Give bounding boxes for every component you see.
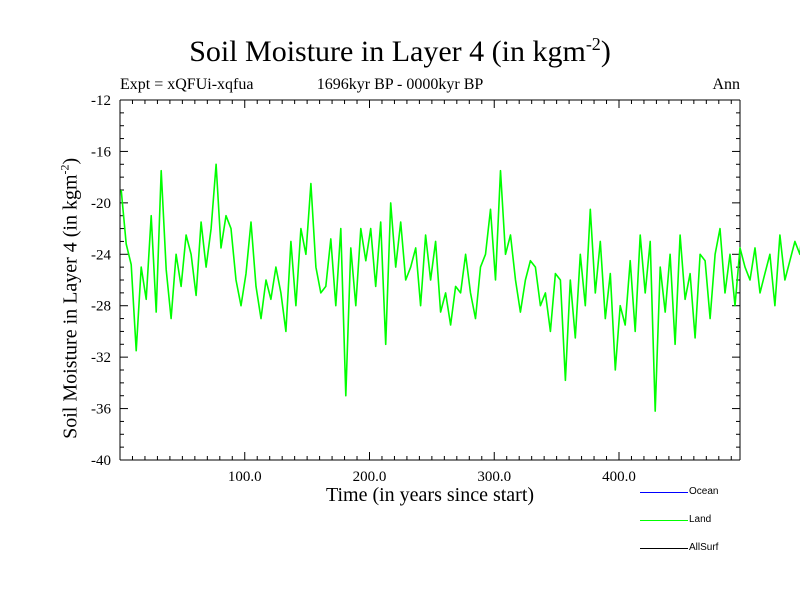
y-tick-label: -32 [91,350,111,366]
period-text: 1696kyr BP - 0000kyr BP [316,76,484,93]
series-line-land [120,163,800,412]
series-group [120,163,800,412]
axis-tick-labels: -12 -16 -20 -24 -28 -32 -36 -40 100.0 200.0 300.0 4… [91,93,636,485]
legend-line-ocean [640,492,688,493]
x-tick-label: 300.0 [477,469,511,485]
legend-label-allsurf: AllSurf [689,542,719,553]
x-tick-label: 400.0 [602,469,636,485]
x-axis-label: Time (in years since start) [325,484,535,506]
legend-label-ocean: Ocean [689,486,719,497]
chart-title: Soil Moisture in Layer 4 (in kgm-2) [189,34,611,68]
y-tick-label: -12 [91,93,111,109]
legend-line-land [640,520,688,521]
y-tick-label: -24 [91,247,111,263]
legend-line-allsurf [640,548,688,549]
x-tick-label: 200.0 [353,469,387,485]
axis-ticks [120,99,740,461]
y-tick-label: -20 [91,196,111,212]
period-label: 1696kyr BP - 0000kyr BP [0,76,800,94]
y-tick-label: -28 [91,299,111,315]
experiment-label: Expt = xQFUi-xqfua [120,76,254,93]
season-label: Ann [712,76,740,93]
y-tick-label: -40 [91,453,111,469]
y-axis-label: Soil Moisture in Layer 4 (in kgm-2) [57,157,82,439]
legend-label-land: Land [689,514,712,525]
y-tick-label: -16 [91,144,111,160]
x-tick-label: 100.0 [228,469,262,485]
y-tick-label: -36 [91,402,111,418]
